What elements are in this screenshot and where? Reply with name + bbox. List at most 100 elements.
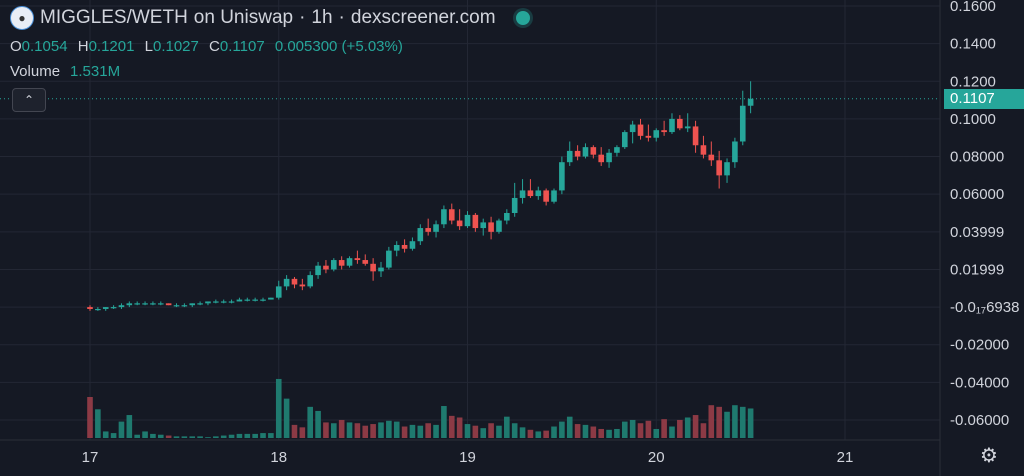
gear-icon: ⚙: [980, 445, 998, 467]
pair-name: MIGGLES/WETH: [40, 7, 188, 28]
candle-body: [338, 260, 345, 266]
y-tick-label: 0.08000: [950, 149, 1004, 166]
volume-bar: [213, 436, 219, 438]
volume-bar: [653, 428, 660, 438]
volume-bar: [291, 424, 298, 438]
volume-bar: [496, 425, 502, 438]
volume-bar: [331, 423, 337, 438]
volume-bar: [582, 424, 589, 438]
x-tick-label: 19: [459, 449, 476, 466]
y-tick-label: -0.04000: [950, 374, 1009, 391]
candle-body: [323, 265, 329, 270]
candle-body: [739, 105, 746, 142]
candle-body: [535, 190, 542, 197]
settings-button[interactable]: ⚙: [978, 445, 1000, 467]
volume-bar: [260, 433, 266, 438]
candle-body: [566, 150, 573, 163]
candle-body: [645, 135, 652, 138]
candle-body: [181, 305, 188, 307]
candle-body: [637, 124, 644, 136]
volume-bar: [417, 425, 424, 438]
site-name: dexscreener.com: [350, 7, 496, 28]
candle-body: [456, 220, 463, 227]
candle-body: [346, 258, 353, 266]
volume-bar: [747, 408, 754, 438]
volume-bar: [275, 378, 282, 438]
candle-body: [677, 118, 683, 129]
volume-bar: [669, 426, 675, 438]
volume-bar: [504, 416, 510, 438]
low-label: L: [144, 38, 153, 55]
candle-body: [291, 278, 298, 285]
candle-body: [653, 130, 660, 138]
header-separator-2: ·: [338, 7, 345, 28]
price-change: 0.005300 (+5.03%): [274, 38, 403, 55]
y-tick-label: 0.03999: [950, 224, 1004, 241]
x-tick-label: 17: [82, 449, 99, 466]
token-avatar-icon: ●: [10, 6, 34, 30]
y-tick-label: -0.0₁₇6938: [950, 299, 1019, 316]
volume-bar: [370, 424, 376, 438]
volume-bar: [692, 415, 699, 438]
candle-body: [87, 307, 93, 309]
volume-bar: [614, 428, 620, 438]
candle-body: [220, 301, 227, 303]
volume-bar: [590, 426, 597, 438]
collapse-legend-button[interactable]: ⌃: [12, 88, 46, 112]
volume-bar: [87, 397, 93, 438]
volume-bar: [464, 424, 471, 438]
candle-body: [590, 147, 597, 155]
volume-bar: [684, 417, 691, 438]
volume-bar: [142, 431, 148, 438]
candle-body: [464, 214, 471, 227]
volume-bar: [401, 426, 408, 438]
open-label: O: [10, 38, 22, 55]
candle-body: [95, 308, 101, 311]
volume-bar: [409, 424, 416, 438]
volume-bar: [220, 435, 227, 438]
x-tick-label: 21: [837, 449, 854, 466]
y-tick-label: -0.02000: [950, 337, 1009, 354]
candle-body: [574, 150, 581, 157]
volume-bar: [205, 437, 211, 438]
candle-body: [393, 244, 400, 251]
volume-bar: [724, 411, 730, 438]
volume-bar: [677, 419, 683, 438]
candle-body: [684, 126, 691, 129]
candle-body: [236, 299, 243, 302]
candle-body: [724, 162, 730, 176]
candle-body: [582, 147, 589, 157]
y-tick-label: 0.06000: [950, 186, 1004, 203]
volume-bar: [716, 406, 722, 438]
candle-body: [386, 250, 392, 268]
volume-bar: [157, 434, 164, 438]
y-tick-label: -0.06000: [950, 412, 1009, 429]
volume-bar: [472, 425, 479, 438]
candle-body: [142, 303, 148, 305]
candle-body: [244, 299, 251, 301]
candle-body: [559, 162, 565, 191]
volume-bar: [165, 435, 172, 438]
candle-body: [551, 190, 557, 202]
volume-bar: [338, 419, 345, 438]
high-value: 0.1201: [88, 38, 135, 55]
candle-body: [260, 299, 266, 301]
candle-body: [629, 124, 636, 133]
candle-body: [425, 228, 431, 232]
volume-bar: [354, 423, 361, 438]
candle-body: [205, 301, 211, 304]
volume-bar: [637, 423, 644, 438]
volume-bar: [551, 426, 557, 438]
volume-bar: [378, 422, 384, 438]
volume-bar: [456, 417, 463, 438]
volume-bar: [118, 421, 125, 438]
ohlc-legend: O0.1054 H0.1201 L0.1027 C0.1107 0.005300…: [10, 38, 409, 55]
candle-body: [378, 267, 384, 272]
high-label: H: [77, 38, 89, 55]
candle-body: [519, 190, 526, 198]
volume-bar: [621, 421, 628, 438]
candle-body: [543, 190, 549, 202]
volume-bar: [511, 423, 518, 438]
